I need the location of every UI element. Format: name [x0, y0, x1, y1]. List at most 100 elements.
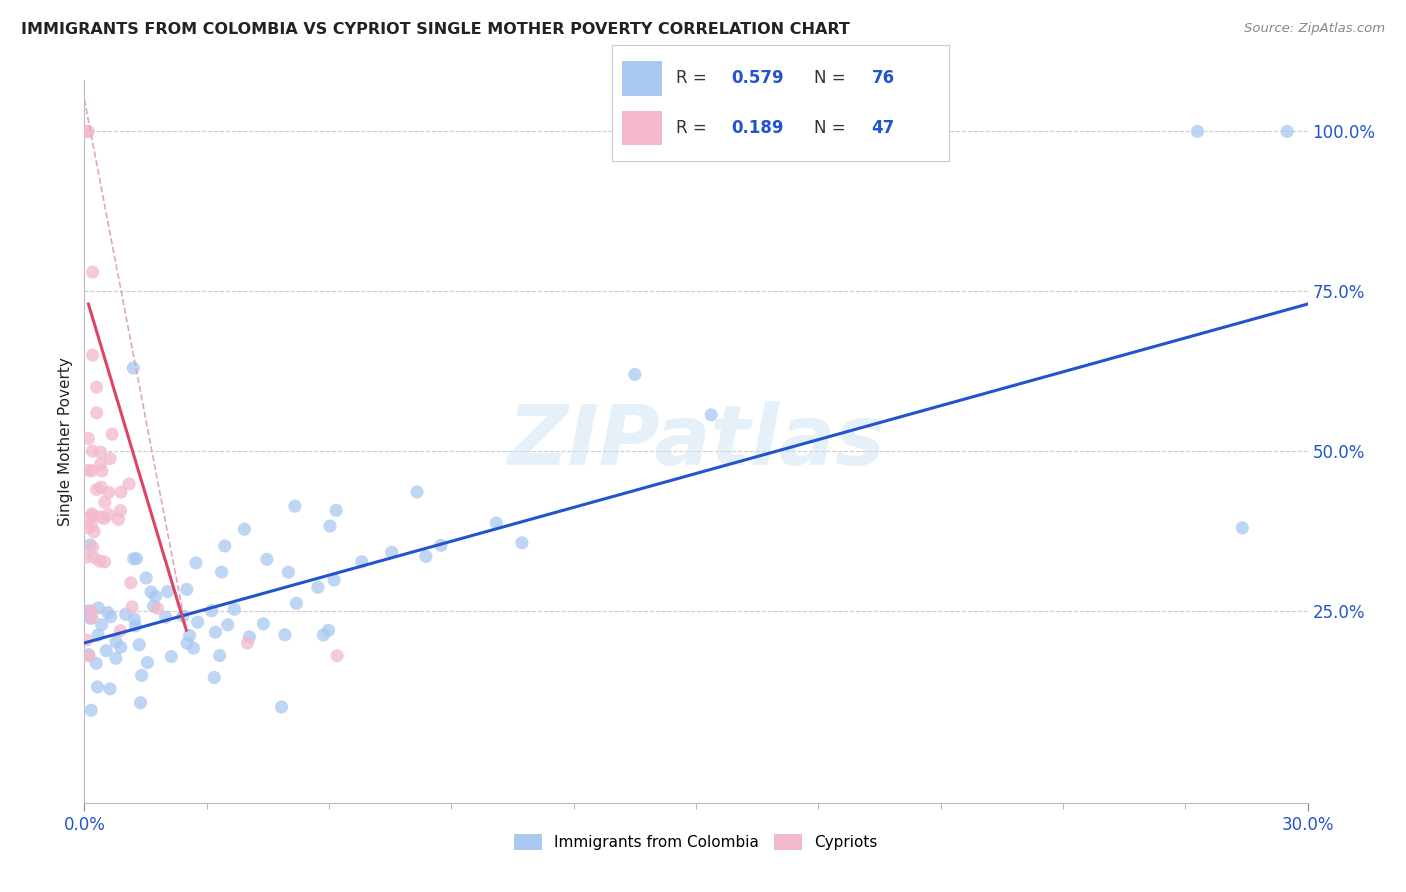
Point: [80, 703, 103, 717]
Point: [90, 464, 112, 478]
Point: [325, 503, 347, 517]
Point: [87, 628, 110, 642]
Point: [217, 618, 239, 632]
Point: [110, 624, 132, 638]
Point: [77, 648, 100, 663]
Point: [122, 361, 145, 376]
Point: [156, 584, 179, 599]
Point: [125, 551, 148, 566]
Point: [90, 618, 112, 632]
Point: [77, 431, 100, 445]
Text: Source: ZipAtlas.com: Source: ZipAtlas.com: [1244, 22, 1385, 36]
Point: [77, 604, 100, 618]
Point: [82, 540, 104, 554]
Point: [274, 628, 297, 642]
Point: [381, 545, 404, 559]
Point: [510, 536, 533, 550]
Point: [122, 551, 145, 566]
Bar: [621, 111, 662, 145]
Point: [93, 555, 115, 569]
Point: [131, 668, 153, 682]
Point: [77, 521, 100, 535]
Point: [83, 550, 105, 565]
Point: [233, 522, 256, 536]
Bar: [621, 61, 662, 95]
Point: [184, 556, 207, 570]
Point: [172, 609, 194, 624]
Point: [204, 625, 226, 640]
Point: [318, 624, 340, 638]
Point: [110, 485, 132, 500]
Point: [307, 580, 329, 594]
Point: [82, 265, 104, 279]
Point: [90, 510, 112, 524]
Point: [187, 615, 209, 629]
Text: N =: N =: [814, 120, 851, 137]
Text: R =: R =: [676, 70, 711, 87]
Point: [139, 585, 162, 599]
Point: [87, 601, 110, 615]
Point: [700, 408, 723, 422]
Point: [86, 483, 108, 497]
Text: 76: 76: [872, 70, 894, 87]
Point: [624, 368, 647, 382]
Point: [202, 671, 225, 685]
Point: [323, 573, 346, 587]
Point: [224, 602, 246, 616]
Point: [86, 680, 108, 694]
Point: [105, 635, 128, 649]
Point: [93, 511, 115, 525]
Point: [145, 590, 167, 604]
Point: [214, 539, 236, 553]
Point: [75, 633, 97, 648]
Point: [312, 628, 335, 642]
Point: [155, 610, 177, 624]
Point: [256, 552, 278, 566]
Point: [98, 451, 121, 466]
Point: [277, 565, 299, 579]
Point: [120, 575, 142, 590]
Point: [80, 507, 103, 521]
Point: [135, 571, 157, 585]
Point: [252, 616, 274, 631]
Text: N =: N =: [814, 70, 851, 87]
Point: [1277, 124, 1299, 138]
Text: R =: R =: [676, 120, 711, 137]
Point: [84, 657, 107, 671]
Point: [98, 681, 121, 696]
Point: [211, 565, 233, 579]
Point: [146, 601, 169, 615]
Point: [90, 457, 112, 471]
Point: [129, 696, 152, 710]
Point: [160, 649, 183, 664]
Point: [179, 628, 201, 642]
Y-axis label: Single Mother Poverty: Single Mother Poverty: [58, 357, 73, 526]
Point: [76, 511, 98, 525]
Point: [101, 427, 124, 442]
Point: [86, 380, 108, 394]
Point: [96, 644, 118, 658]
Point: [238, 630, 260, 644]
Point: [176, 582, 198, 597]
Point: [406, 484, 429, 499]
Point: [176, 636, 198, 650]
Point: [77, 648, 100, 662]
Point: [97, 485, 120, 500]
Point: [415, 549, 437, 564]
Point: [124, 612, 146, 626]
Point: [80, 464, 103, 478]
Point: [79, 611, 101, 625]
Point: [326, 648, 349, 663]
Point: [284, 499, 307, 513]
Point: [79, 538, 101, 552]
Point: [82, 508, 104, 523]
Point: [118, 476, 141, 491]
Point: [89, 445, 111, 459]
Point: [110, 640, 132, 655]
Point: [208, 648, 231, 663]
Text: 0.189: 0.189: [731, 120, 785, 137]
Legend: Immigrants from Colombia, Cypriots: Immigrants from Colombia, Cypriots: [509, 829, 883, 856]
Point: [89, 554, 111, 568]
Point: [121, 599, 143, 614]
Text: 0.579: 0.579: [731, 70, 785, 87]
